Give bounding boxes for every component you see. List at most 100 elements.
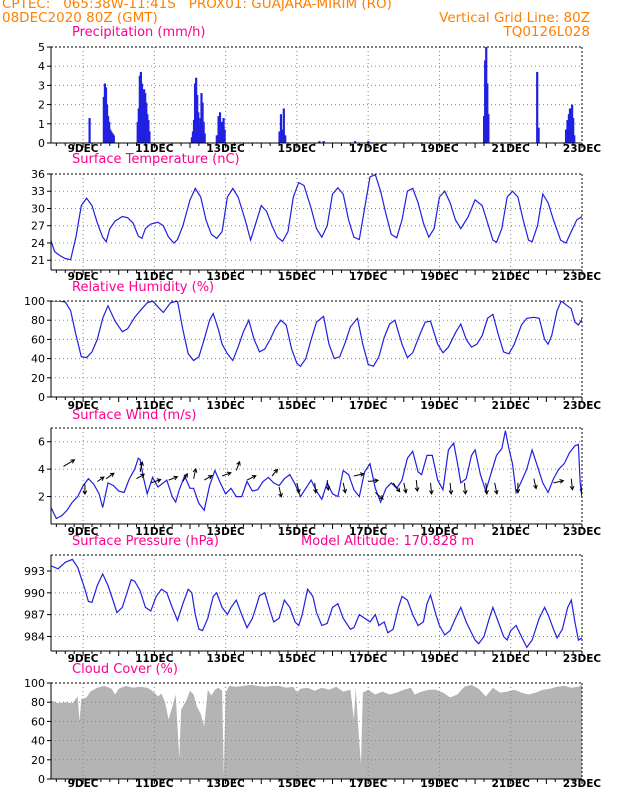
precip-bar [572,118,575,143]
humidity-ytick-label: 100 [24,295,45,308]
precipitation-xtick-label: 11DEC [135,143,174,155]
precip-bar [322,141,325,143]
wind-arrow [221,471,232,477]
precip-bar [278,131,281,143]
temperature-line [51,174,582,261]
wind-arrow [271,468,279,477]
temperature-xtick-label: 21DEC [492,271,531,283]
cloud-xtick-label: 9DEC [68,778,99,790]
pressure-title: Surface Pressure (hPa) [72,534,219,549]
pressure-marks [51,558,582,649]
wind-arrow [569,478,575,491]
wind-arrow [235,460,241,471]
precip-bar [566,119,569,143]
precipitation-ytick-label: 1 [38,118,45,131]
wind-xtick-label: 21DEC [492,526,531,538]
humidity-title: Relative Humidity (%) [72,280,214,295]
wind-arrow [325,480,331,492]
wind-arrow [493,482,499,495]
precipitation-xtick-label: 23DEC [563,143,602,155]
wind-xtick-label: 13DEC [207,526,246,538]
cloud-ytick-label: 20 [31,754,45,767]
precipitation-xtick-label: 13DEC [207,143,246,155]
pressure-xtick-label: 15DEC [278,653,317,665]
temperature-xtick-label: 11DEC [135,271,174,283]
wind-arrow [136,473,146,480]
wind-ytick-label: 4 [38,463,45,476]
temperature-xtick-label: 17DEC [349,271,388,283]
wind-marks [51,430,582,520]
wind-arrow [192,467,198,479]
wind-arrow [368,478,380,484]
cloud-ytick-label: 80 [31,696,45,709]
temperature-xtick-label: 19DEC [420,271,459,283]
wind-arrow [105,472,115,480]
humidity-ytick-label: 20 [31,372,45,385]
pressure-ytick-label: 987 [24,609,45,622]
temperature-ytick-label: 33 [31,185,45,198]
humidity-xtick-label: 21DEC [492,400,531,412]
precipitation-marks [88,47,576,143]
cloud-xtick-label: 21DEC [492,778,531,790]
precip-bar [284,135,287,143]
precip-bar [536,71,539,143]
humidity-xtick-label: 11DEC [135,400,174,412]
wind-panel: Surface Wind (m/s) 2 4 6 9DEC 11DEC 13DEC 15DEC… [38,408,601,538]
wind-arrow [553,479,565,484]
precip-bar [564,129,568,143]
header-run-time: 08DEC2020 80Z (GMT) [2,10,158,26]
wind-arrow [82,484,88,496]
precip-bar [353,141,357,143]
wind-arrow [278,486,283,498]
temperature-title: Surface Temperature (nC) [72,152,240,167]
humidity-marks [51,301,582,368]
precip-bar [110,131,113,143]
precip-bar [217,116,220,143]
wind-arrow [448,482,454,495]
humidity-xtick-label: 23DEC [563,400,602,412]
temperature-xtick-label: 23DEC [563,271,602,283]
pressure-panel: Surface Pressure (hPa) Model Altitude: 17… [24,534,601,665]
cloud-title: Cloud Cover (%) [72,662,178,677]
cloud-xtick-label: 17DEC [349,778,388,790]
wind-arrow [515,482,521,494]
precip-bar [537,127,540,143]
temperature-ytick-label: 36 [31,168,45,181]
temperature-xtick-label: 13DEC [207,271,246,283]
humidity-xtick-label: 9DEC [68,400,99,412]
wind-title: Surface Wind (m/s) [72,408,196,423]
pressure-xtick-label: 9DEC [68,653,99,665]
cloud-panel: Cloud Cover (%) 0 20 40 60 80 100 9DEC 11DEC 13DE… [24,662,601,790]
wind-arrow [353,472,365,477]
humidity-line [51,301,582,368]
temperature-ytick-label: 21 [31,254,45,267]
precip-bar [218,112,222,143]
wind-arrow [168,475,179,481]
cloud-xtick-label: 13DEC [207,778,246,790]
humidity-ytick-label: 80 [31,314,45,327]
cloud-ytick-label: 0 [38,773,45,786]
wind-xtick-label: 15DEC [278,526,317,538]
precip-bar [487,114,490,143]
precipitation-title: Precipitation (mm/h) [72,25,205,40]
pressure-xtick-label: 21DEC [492,653,531,665]
humidity-xtick-label: 19DEC [420,400,459,412]
temperature-ytick-label: 27 [31,220,45,233]
wind-line [51,430,582,520]
wind-arrow [63,459,76,467]
humidity-ytick-label: 60 [31,333,45,346]
cloud-ytick-label: 60 [31,715,45,728]
header-grid-note: Vertical Grid Line: 80Z [439,10,590,26]
precipitation-ytick-label: 5 [38,41,45,54]
pressure-xtick-label: 19DEC [420,653,459,665]
precip-bar [220,121,223,143]
temperature-panel: Surface Temperature (nC) 21 24 27 30 33 36 9DEC… [31,152,601,283]
temperature-xtick-label: 9DEC [68,271,99,283]
cloud-xtick-label: 19DEC [420,778,459,790]
wind-xtick-label: 19DEC [420,526,459,538]
precipitation-ytick-label: 0 [38,137,45,150]
cloud-ytick-label: 100 [24,677,45,690]
pressure-ytick-label: 984 [24,630,45,643]
cloud-ytick-label: 40 [31,735,45,748]
